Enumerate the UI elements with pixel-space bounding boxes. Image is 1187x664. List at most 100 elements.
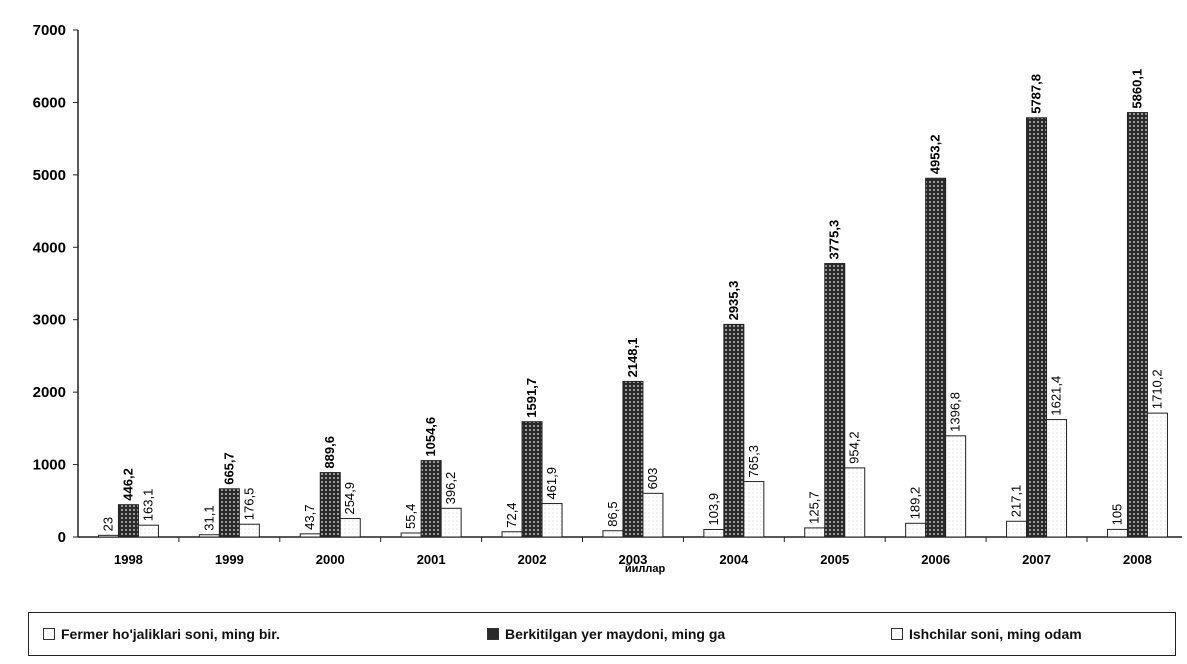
bar-ishchilar	[1046, 419, 1068, 538]
data-label-ishchilar: 1710,2	[1149, 369, 1164, 409]
legend-item-ishchilar: Ishchilar soni, ming odam	[891, 626, 1082, 642]
bar-ishchilar	[642, 492, 664, 538]
bar-fermer	[198, 534, 220, 538]
bar-ishchilar	[137, 524, 159, 538]
bar-ishchilar	[339, 518, 361, 538]
bar-ishchilar	[1146, 412, 1168, 538]
data-label-fermer: 55,4	[403, 504, 418, 529]
bar-berkitilgan	[824, 263, 846, 538]
data-label-berkitilgan: 446,2	[120, 468, 135, 501]
data-label-berkitilgan: 5787,8	[1029, 74, 1044, 114]
bar-berkitilgan	[723, 323, 745, 538]
data-label-fermer: 125,7	[807, 491, 822, 524]
bar-ishchilar	[945, 435, 967, 538]
bar-fermer	[299, 533, 321, 538]
x-tick-label: 2004	[719, 552, 749, 567]
data-label-berkitilgan: 1054,6	[423, 417, 438, 457]
bar-chart: 0 1000 2000 3000 4000 5000 6000 7000 1998 1999 200…	[33, 22, 1182, 575]
bar-berkitilgan	[622, 380, 644, 538]
bar-fermer	[400, 532, 422, 538]
y-tick-label: 2000	[33, 384, 66, 401]
data-label-berkitilgan: 4953,2	[928, 134, 943, 174]
data-label-ishchilar: 176,5	[241, 488, 256, 521]
y-tick-label: 5000	[33, 167, 66, 184]
data-label-berkitilgan: 1591,7	[524, 378, 539, 418]
legend-swatch-ishchilar	[891, 628, 903, 640]
data-label-ishchilar: 163,1	[140, 489, 155, 522]
bar-fermer	[804, 527, 826, 538]
bar-fermer	[501, 531, 523, 538]
data-label-fermer: 86,5	[605, 501, 620, 526]
data-label-berkitilgan: 2148,1	[625, 338, 640, 378]
x-tick-label: 1998	[114, 552, 143, 567]
x-tick-label: 2007	[1022, 552, 1051, 567]
data-label-berkitilgan: 5860,1	[1129, 69, 1144, 109]
bar-ishchilar	[743, 481, 765, 538]
data-label-fermer: 23	[100, 517, 115, 531]
bar-ishchilar	[541, 503, 563, 538]
legend-item-fermer: Fermer ho'jaliklari soni, ming bir.	[43, 626, 280, 642]
bar-ishchilar	[844, 467, 866, 538]
bar-fermer	[97, 534, 119, 538]
bar-berkitilgan	[420, 460, 442, 538]
legend-item-berkitilgan: Berkitilgan yer maydoni, ming ga	[487, 626, 725, 642]
y-tick-label: 3000	[33, 312, 66, 329]
y-tick-label: 1000	[33, 457, 66, 474]
legend-label-ishchilar: Ishchilar soni, ming odam	[909, 626, 1082, 642]
bar-berkitilgan	[1026, 117, 1048, 538]
y-tick-label: 4000	[33, 239, 66, 256]
x-axis-label: йиллар	[625, 563, 666, 575]
data-label-fermer: 105	[1109, 504, 1124, 526]
data-label-berkitilgan: 3775,3	[827, 220, 842, 260]
data-label-ishchilar: 1621,4	[1049, 376, 1064, 416]
bar-berkitilgan	[925, 177, 947, 538]
chart-legend: Fermer ho'jaliklari soni, ming bir. Berk…	[28, 612, 1176, 656]
bar-fermer	[1006, 520, 1028, 538]
bar-fermer	[602, 530, 624, 538]
data-label-ishchilar: 396,2	[443, 472, 458, 505]
data-label-berkitilgan: 2935,3	[726, 281, 741, 321]
legend-label-fermer: Fermer ho'jaliklari soni, ming bir.	[61, 626, 280, 642]
bar-fermer	[905, 522, 927, 538]
data-label-berkitilgan: 665,7	[221, 452, 236, 485]
bar-fermer	[1106, 528, 1128, 538]
x-tick-label: 2008	[1123, 552, 1152, 567]
x-tick-label: 2003	[618, 552, 647, 567]
chart-axes: 0 1000 2000 3000 4000 5000 6000 7000 1998 1999 200…	[33, 22, 1182, 567]
x-tick-label: 2000	[316, 552, 345, 567]
x-tick-label: 2006	[921, 552, 950, 567]
data-label-fermer: 72,4	[504, 502, 519, 527]
data-label-ishchilar: 254,9	[342, 482, 357, 515]
bar-berkitilgan	[319, 472, 341, 538]
x-tick-label: 2002	[518, 552, 547, 567]
legend-swatch-fermer	[43, 628, 55, 640]
data-label-ishchilar: 1396,8	[948, 392, 963, 432]
bar-ishchilar	[238, 523, 260, 538]
x-tick-label: 2001	[417, 552, 446, 567]
data-label-fermer: 31,1	[201, 505, 216, 530]
bar-ishchilar	[440, 507, 462, 538]
y-tick-label: 6000	[33, 94, 66, 111]
y-tick-label: 7000	[33, 22, 66, 39]
data-label-fermer: 103,9	[706, 493, 721, 526]
bar-berkitilgan	[521, 421, 543, 538]
data-label-ishchilar: 603	[645, 468, 660, 490]
data-label-fermer: 189,2	[908, 487, 923, 520]
bar-berkitilgan	[1126, 112, 1148, 538]
y-tick-label: 0	[58, 529, 66, 546]
bar-fermer	[703, 528, 725, 538]
chart-bars	[97, 112, 1168, 538]
legend-swatch-berkitilgan	[487, 628, 499, 640]
chart-data-labels: 23 446,2 163,1 31,1 665,7 176,5 43,7 889,6 254,9…	[100, 69, 1164, 532]
bar-berkitilgan	[117, 504, 139, 538]
data-label-berkitilgan: 889,6	[322, 436, 337, 469]
x-tick-label: 1999	[215, 552, 244, 567]
data-label-ishchilar: 954,2	[847, 431, 862, 464]
data-label-ishchilar: 765,3	[746, 445, 761, 478]
data-label-ishchilar: 461,9	[544, 467, 559, 500]
legend-label-berkitilgan: Berkitilgan yer maydoni, ming ga	[505, 626, 726, 642]
bar-berkitilgan	[218, 488, 240, 538]
data-label-fermer: 43,7	[302, 505, 317, 530]
x-tick-label: 2005	[820, 552, 849, 567]
data-label-fermer: 217,1	[1009, 485, 1024, 518]
